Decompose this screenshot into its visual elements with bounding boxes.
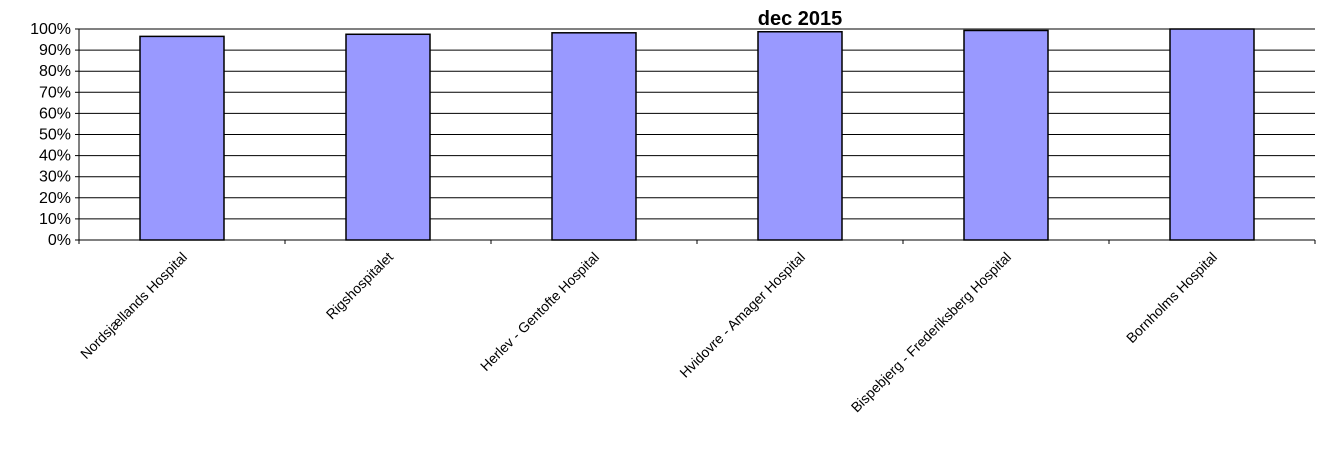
y-tick-label: 70%	[39, 84, 71, 101]
bar	[551, 32, 637, 241]
gridlines	[79, 28, 1315, 241]
x-category-label: Bornholms Hospital	[1123, 249, 1220, 346]
y-tick-label: 10%	[39, 211, 71, 228]
y-tick-label: 0%	[48, 232, 71, 249]
y-axis-tick-labels: 0% 10% 20% 30% 40% 50% 60% 70% 80% 90% 100%	[30, 21, 71, 249]
y-tick-label: 90%	[39, 42, 71, 59]
x-category-label: Nordsjællands Hospital	[77, 249, 190, 362]
bar	[757, 30, 843, 241]
y-tick-label: 50%	[39, 127, 71, 144]
y-tick-label: 20%	[39, 190, 71, 207]
bar	[963, 29, 1049, 241]
bar	[1169, 28, 1255, 241]
y-tick-label: 40%	[39, 148, 71, 165]
y-tick-label: 100%	[30, 21, 71, 38]
y-tick-label: 30%	[39, 169, 71, 186]
bar	[139, 35, 225, 241]
x-category-label: Herlev - Gentofte Hospital	[477, 249, 602, 374]
bar	[345, 33, 431, 241]
axes	[75, 28, 1316, 244]
x-category-label: Rigshospitalet	[323, 249, 397, 323]
y-tick-label: 80%	[39, 63, 71, 80]
x-category-label: Hvidovre - Amager Hospital	[676, 249, 808, 381]
x-category-label: Bispebjerg - Frederiksberg Hospital	[848, 249, 1014, 415]
x-axis-category-labels: Nordsjællands Hospital Rigshospitalet Herl…	[77, 249, 1220, 416]
chart-title: dec 2015	[758, 8, 843, 30]
y-tick-label: 60%	[39, 105, 71, 122]
bars	[139, 28, 1255, 241]
